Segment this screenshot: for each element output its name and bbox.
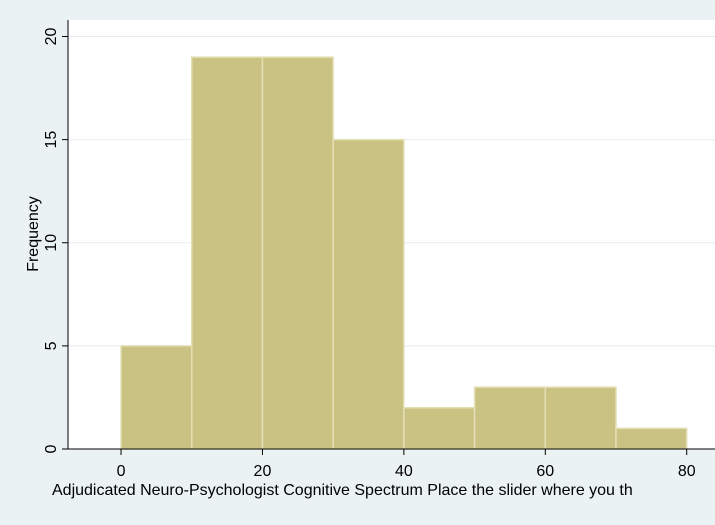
histogram-bar-3 xyxy=(332,138,405,450)
x-tick-label: 60 xyxy=(536,463,554,480)
y-tick-label: 5 xyxy=(43,341,60,350)
histogram-bar-2 xyxy=(261,56,334,450)
axes: 0 5 10 15 20 0 20 40 60 80 xyxy=(43,20,715,480)
x-tick-label: 80 xyxy=(678,463,696,480)
y-tick-label: 10 xyxy=(43,234,60,252)
x-axis-label: Adjudicated Neuro-Psychologist Cognitive… xyxy=(52,482,633,499)
y-axis-label: Frequency xyxy=(25,196,42,272)
y-tick-label: 0 xyxy=(43,444,60,453)
histogram-bar-4 xyxy=(403,407,476,450)
histogram-bar-5 xyxy=(473,386,547,450)
x-tick-label: 0 xyxy=(117,463,126,480)
histogram-bar-7 xyxy=(615,427,688,450)
x-tick-label: 20 xyxy=(254,463,272,480)
y-tick-label: 20 xyxy=(43,28,60,46)
histogram-bar-1 xyxy=(190,56,264,450)
histogram-bar-0 xyxy=(120,345,193,450)
bars xyxy=(120,56,688,450)
y-tick-label: 15 xyxy=(43,131,60,149)
histogram-bar-6 xyxy=(544,386,617,450)
x-tick-label: 40 xyxy=(395,463,413,480)
